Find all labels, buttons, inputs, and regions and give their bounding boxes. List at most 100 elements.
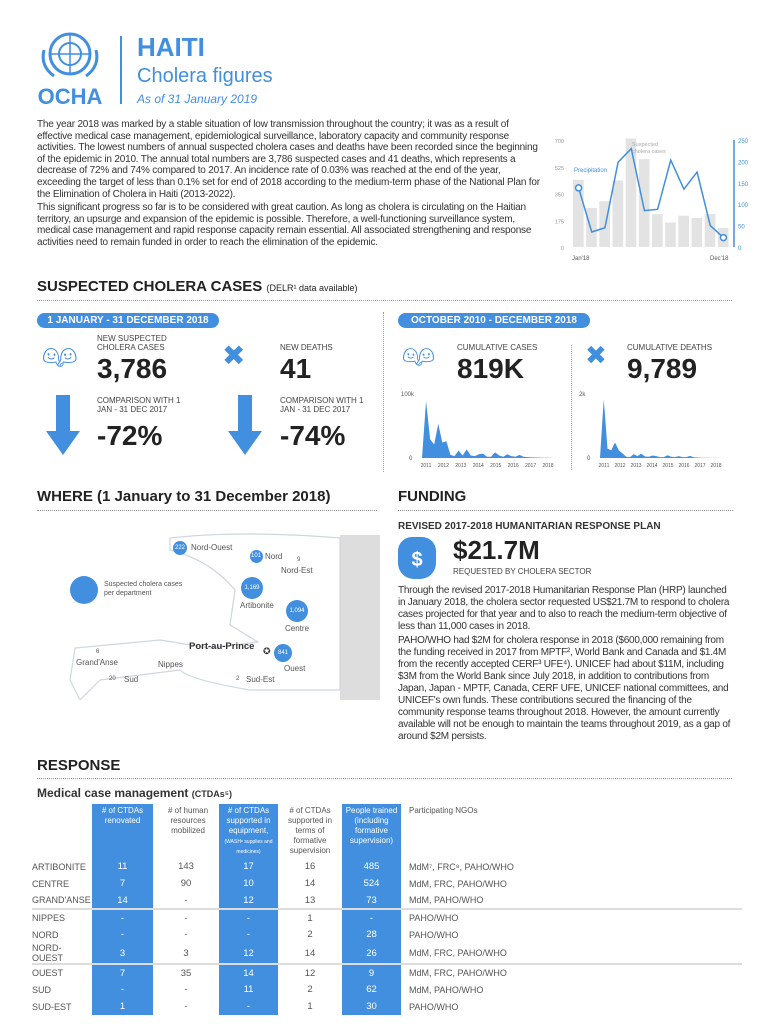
dept-value: 2 bbox=[236, 676, 240, 682]
x-tick-label: 2011 bbox=[421, 463, 432, 469]
row-value: 11 bbox=[92, 858, 153, 875]
dept-label: Centre bbox=[285, 624, 310, 633]
row-department: ARTIBONITE bbox=[32, 861, 86, 872]
row-department: SUD-EST bbox=[32, 1001, 72, 1012]
divider bbox=[383, 312, 384, 472]
row-value: 7 bbox=[92, 963, 153, 981]
divider bbox=[398, 510, 733, 511]
dept-label: Nord-Ouest bbox=[191, 543, 233, 552]
section-title-cases: SUSPECTED CHOLERA CASES (DELR¹ data avai… bbox=[37, 278, 358, 297]
divider bbox=[37, 510, 377, 511]
row-value: 14 bbox=[92, 892, 153, 909]
table-row: ARTIBONITE 11 143 17 16 485 MdM⁷, FRC⁸, PAHO/W… bbox=[32, 858, 742, 875]
funding-subtitle: REVISED 2017-2018 HUMANITARIAN RESPONSE … bbox=[398, 521, 661, 532]
cases-legend-label: Suspected bbox=[632, 142, 658, 148]
row-value: 90 bbox=[180, 878, 192, 889]
right-tick-label: 100 bbox=[738, 203, 749, 209]
funding-amount: $21.7M bbox=[453, 535, 540, 565]
row-value: 35 bbox=[153, 963, 219, 981]
header-empty bbox=[32, 804, 92, 858]
row-value: 1 bbox=[278, 908, 342, 926]
row-value: 3 bbox=[92, 943, 153, 964]
left-tick-label: 0 bbox=[561, 246, 564, 252]
row-value: 28 bbox=[342, 926, 401, 943]
row-value: - bbox=[219, 998, 278, 1015]
row-ngos: PAHO/WHO bbox=[409, 1001, 459, 1012]
cumulative-deaths-value: 9,789 bbox=[627, 353, 698, 384]
dept-value: 6 bbox=[96, 649, 100, 655]
row-value: 1 bbox=[92, 998, 153, 1015]
row-value: - bbox=[92, 981, 153, 998]
col-header: # of CTDAs supported in equipment, (WASH⁶… bbox=[219, 804, 278, 858]
dept-label: Grand'Anse bbox=[76, 658, 118, 667]
right-tick-label: 0 bbox=[738, 246, 742, 252]
dept-label: Sud-Est bbox=[246, 675, 275, 684]
dept-label: Nord-Est bbox=[281, 566, 313, 575]
row-value: 485 bbox=[342, 858, 401, 875]
x-tick-label: Dec'18 bbox=[710, 256, 729, 262]
row-value: 2 bbox=[307, 929, 313, 940]
row-ngos: MdM, FRC, PAHO/WHO bbox=[409, 948, 507, 958]
row-value: 9 bbox=[342, 963, 401, 981]
funding-text: Through the revised 2017-2018 Humanitari… bbox=[398, 585, 736, 743]
capital-star-icon: ✪ bbox=[263, 646, 271, 656]
col-header-text: # of CTDAs supported in equipment, bbox=[226, 806, 271, 835]
report-date: As of 31 January 2019 bbox=[137, 92, 258, 106]
left-tick-label: 350 bbox=[555, 193, 564, 199]
comparison-label: COMPARISON WITH 1 JAN - 31 DEC 2017 bbox=[280, 396, 364, 414]
row-value: - bbox=[184, 984, 188, 995]
cases-title: SUSPECTED CHOLERA CASES bbox=[37, 278, 263, 295]
funding-paragraph: Through the revised 2017-2018 Humanitari… bbox=[398, 585, 730, 632]
down-arrow-icon bbox=[46, 395, 80, 455]
bar-cases bbox=[599, 201, 610, 247]
cases-change-value: -72% bbox=[97, 420, 163, 451]
dept-label: Sud bbox=[124, 675, 139, 684]
row-value: 3 bbox=[183, 947, 189, 959]
table-row: SUD - - 11 2 62 MdM, PAHO/WHO bbox=[32, 981, 742, 998]
row-value: - bbox=[153, 908, 219, 926]
response-subtitle-text: Medical case management bbox=[37, 786, 189, 800]
capital-label: Port-au-Prince bbox=[189, 641, 255, 652]
row-value: - bbox=[184, 894, 188, 906]
response-subtitle: Medical case management (CTDAs⁵) bbox=[37, 786, 232, 801]
death-person-icon: ✖︎ bbox=[222, 340, 246, 371]
bar-cases bbox=[652, 214, 663, 247]
x-tick-label: 2014 bbox=[646, 463, 657, 469]
row-department: NORD-OUEST bbox=[32, 943, 64, 963]
bar-cases bbox=[678, 215, 689, 247]
area-series bbox=[422, 400, 552, 458]
row-value: - bbox=[219, 926, 278, 943]
x-tick-label: 2015 bbox=[662, 463, 673, 469]
row-value: - bbox=[219, 908, 278, 926]
row-value: 7 bbox=[92, 875, 153, 892]
left-tick-label: 525 bbox=[555, 166, 564, 172]
row-ngos: PAHO/WHO bbox=[401, 908, 742, 926]
row-value: 14 bbox=[304, 947, 316, 959]
cumulative-cases-value: 819K bbox=[457, 353, 524, 384]
row-value: 12 bbox=[219, 943, 278, 964]
map-outline bbox=[69, 533, 380, 702]
dept-bubble: 1,169 bbox=[241, 577, 263, 599]
row-value: 14 bbox=[304, 878, 316, 889]
bar-cases bbox=[638, 159, 650, 247]
dept-label: Nord bbox=[265, 552, 283, 561]
y-tick-label: 100k bbox=[401, 392, 415, 398]
dept-value: 20 bbox=[109, 676, 116, 682]
precipitation-line bbox=[577, 147, 724, 239]
right-tick-label: 250 bbox=[738, 139, 749, 145]
line-endpoint bbox=[574, 184, 583, 192]
dept-bubble: 841 bbox=[274, 644, 292, 662]
bar-cases bbox=[586, 208, 597, 247]
ocha-logo: OCHA bbox=[34, 30, 106, 109]
funding-amount-label: REQUESTED BY CHOLERA SECTOR bbox=[453, 567, 592, 576]
row-value: 1 bbox=[307, 1001, 313, 1012]
funding-paragraph: PAHO/WHO had $2M for cholera response in… bbox=[398, 635, 731, 742]
bar-cases bbox=[573, 179, 584, 247]
row-value: 12 bbox=[278, 963, 342, 981]
row-value: 12 bbox=[219, 892, 278, 909]
new-deaths-label: NEW DEATHS bbox=[280, 343, 333, 352]
divider bbox=[37, 778, 732, 779]
people-icon: 👫︎ bbox=[402, 340, 436, 370]
new-deaths-value: 41 bbox=[280, 353, 312, 384]
response-subtitle-note: (CTDAs⁵) bbox=[191, 789, 232, 799]
